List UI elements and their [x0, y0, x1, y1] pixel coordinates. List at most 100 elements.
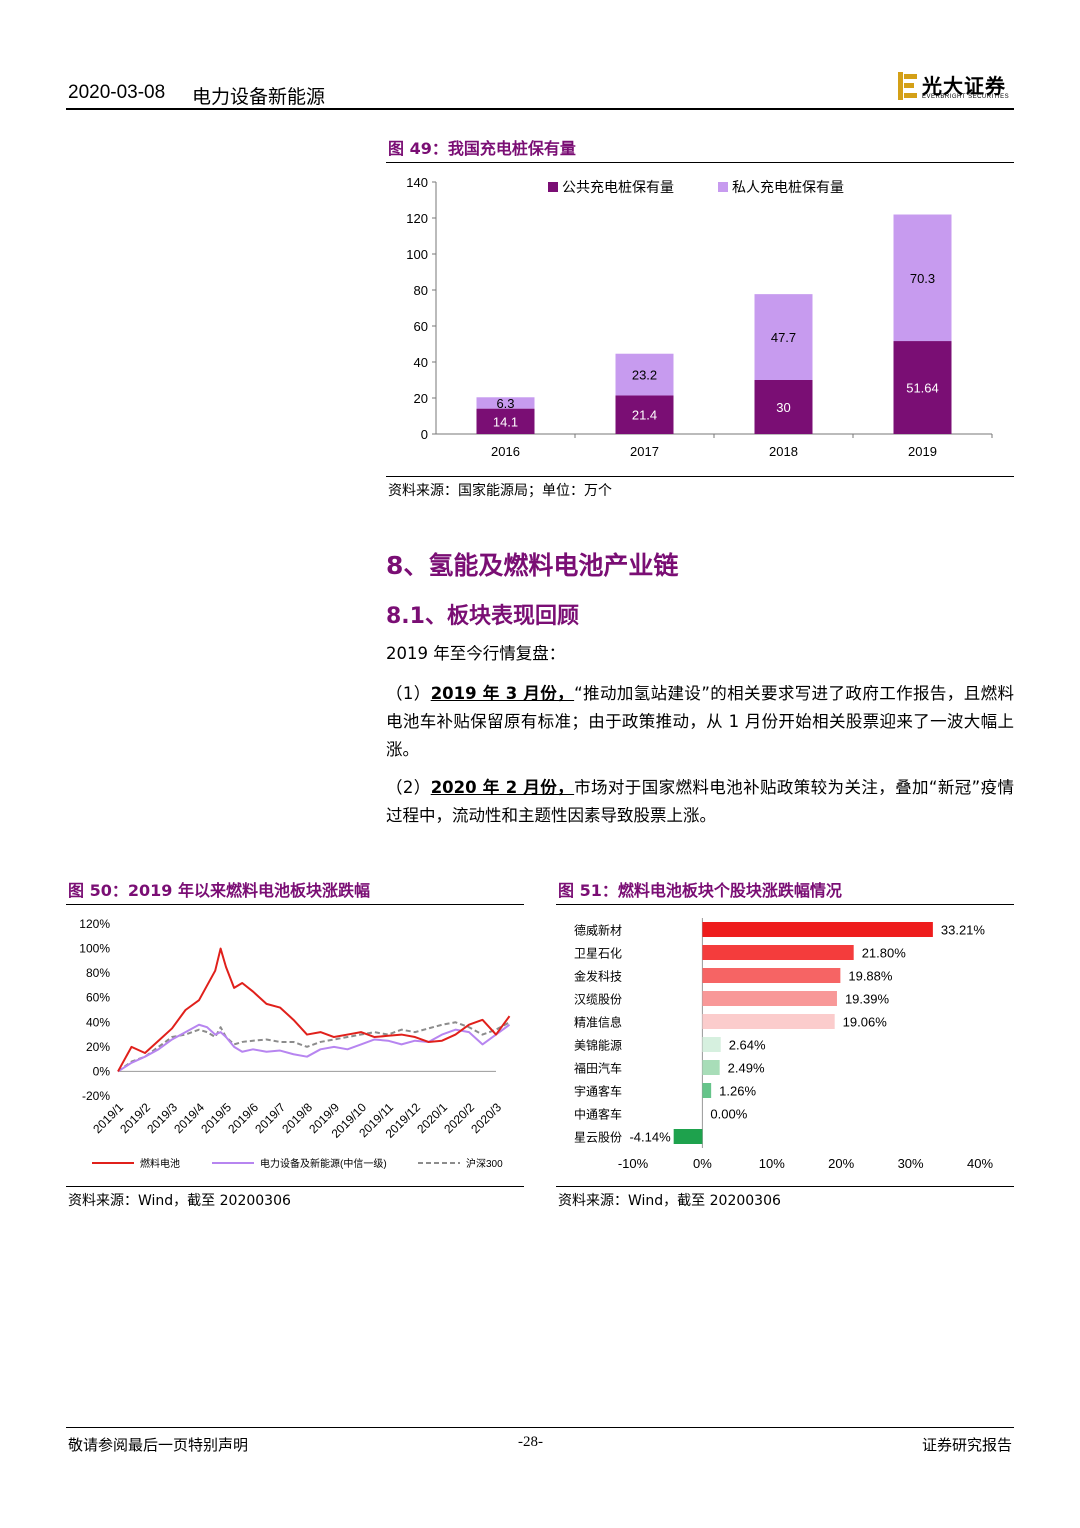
fig50-title: 图 50：2019 年以来燃料电池板块涨跌幅 [68, 881, 370, 900]
fig50-legend-label: 沪深300 [466, 1157, 503, 1170]
fig49-data-label: 14.1 [493, 414, 518, 429]
fig49-y-tick-label: 120 [406, 211, 428, 226]
fig51-category-label: 德威新材 [574, 923, 622, 938]
fig50-legend-label: 燃料电池 [140, 1157, 180, 1170]
fig50-source: 资料来源：Wind，截至 20200306 [68, 1193, 291, 1209]
fig51-bar [702, 945, 854, 960]
fig50-y-tick-label: 0% [93, 1064, 111, 1078]
fig50-x-tick-label: 2020/3 [468, 1100, 504, 1136]
fig49-y-tick-label: 40 [414, 355, 428, 370]
fig51-category-label: 美锦能源 [574, 1039, 622, 1053]
fig49-legend-swatch [548, 182, 558, 192]
fig51-data-label: 19.06% [843, 1015, 888, 1030]
fig51-chart: 德威新材 33.21% 卫星石化 21.80% 金发科技 19.88% 汉缆股份 19.39%… [574, 918, 993, 1171]
section-heading: 8、氢能及燃料电池产业链 [386, 551, 679, 580]
report-date: 2020-03-08 [68, 82, 166, 103]
fig49-bar [754, 380, 813, 434]
intro-paragraph: 2019 年至今行情复盘： [386, 644, 566, 663]
page-number: -28- [518, 1434, 543, 1450]
fig51-data-label: 1.26% [719, 1084, 756, 1099]
fig49-bottom-rule [386, 476, 1014, 477]
fig51-category-label: 福田汽车 [574, 1061, 622, 1076]
fig51-category-label: 星云股份 [574, 1131, 622, 1145]
fig50-y-tick-label: -20% [82, 1089, 110, 1103]
fig49-legend-label: 公共充电桩保有量 [562, 179, 674, 195]
fig51-category-label: 宇通客车 [574, 1084, 622, 1099]
fig51-bar [702, 1083, 712, 1098]
fig51-x-tick-label: 30% [898, 1156, 924, 1171]
fig51-x-tick-label: -10% [618, 1156, 649, 1171]
footer-disclaimer: 敬请参阅最后一页特别声明 [68, 1438, 249, 1454]
fig51-data-label: 21.80% [862, 946, 907, 961]
fig50-bottom-rule [66, 1186, 524, 1187]
fig49-bar [893, 341, 952, 434]
p1-prefix: （1） [386, 684, 431, 703]
fig50-y-tick-label: 60% [86, 991, 110, 1005]
p1-text: “推动加氢站建设”的相关要求写进了政府工作报告，且燃料电池车补贴保留原有标准；由… [386, 684, 1014, 759]
fig49-x-tick-label: 2019 [908, 444, 937, 459]
fig50-top-rule [66, 904, 524, 905]
fig49-bar [615, 353, 674, 396]
logo-mark-icon [898, 72, 917, 100]
fig51-source: 资料来源：Wind，截至 20200306 [558, 1193, 781, 1209]
fig51-data-label: -4.14% [629, 1130, 671, 1145]
fig51-bar [673, 1129, 703, 1144]
footer-divider [66, 1427, 1014, 1428]
fig50-legend-label: 电力设备及新能源(中信一级) [260, 1157, 387, 1170]
fig49-x-tick-label: 2018 [769, 444, 798, 459]
fig50-y-tick-label: 120% [79, 917, 110, 931]
brand-logo: 光大证券 EVERBRIGHT SECURITIES [898, 70, 1016, 104]
fig50-y-tick-label: 20% [86, 1040, 110, 1054]
fig49-bar [893, 214, 952, 342]
fig49-title: 图 49：我国充电桩保有量 [388, 139, 576, 158]
fig51-category-label: 金发科技 [574, 969, 622, 984]
fig51-data-label: 0.00% [710, 1107, 747, 1122]
fig49-data-label: 51.64 [906, 381, 939, 396]
header-divider [66, 108, 1014, 110]
report-sector: 电力设备新能源 [192, 86, 326, 108]
fig49-data-label: 21.4 [632, 408, 657, 423]
fig50-y-tick-label: 80% [86, 966, 110, 980]
fig51-x-tick-label: 10% [759, 1156, 785, 1171]
p2-prefix: （2） [386, 778, 431, 797]
fig49-y-tick-label: 80 [414, 283, 428, 298]
fig49-legend-label: 私人充电桩保有量 [732, 179, 844, 195]
fig49-y-tick-label: 100 [406, 247, 428, 262]
fig51-x-tick-label: 20% [828, 1156, 854, 1171]
fig51-category-label: 中通客车 [574, 1107, 622, 1122]
fig49-y-tick-label: 0 [421, 427, 428, 442]
fig49-data-label: 70.3 [910, 271, 935, 286]
logo-english: EVERBRIGHT SECURITIES [922, 94, 1010, 100]
fig49-bar [476, 408, 535, 434]
fig50-series-line [117, 947, 511, 1072]
fig49-bar [754, 294, 813, 380]
fig49-source: 资料来源：国家能源局；单位：万个 [388, 483, 612, 499]
paragraph-1: （1）2019 年 3 月份，“推动加氢站建设”的相关要求写进了政府工作报告，且… [386, 680, 1014, 764]
fig50-chart: 120%100%80%60%40%20%0%-20%2019/12019/220… [79, 917, 511, 1170]
p2-text: 市场对于国家燃料电池补贴政策较为关注，叠加“新冠”疫情过程中，流动性和主题性因素… [386, 778, 1014, 825]
fig51-data-label: 2.64% [729, 1038, 766, 1053]
fig49-bar [615, 395, 674, 434]
fig51-x-tick-label: 0% [693, 1156, 712, 1171]
fig49-chart: 0 20 40 60 80 100 120 140 14.1 6.3 2016 21.4 23.2 201… [406, 175, 993, 459]
subsection-heading: 8.1、板块表现回顾 [386, 604, 579, 629]
fig51-category-label: 汉缆股份 [574, 993, 622, 1007]
fig51-title: 图 51：燃料电池板块个股块涨跌幅情况 [558, 881, 842, 900]
p1-bold: 2019 年 3 月份， [430, 684, 575, 703]
fig49-data-label: 6.3 [496, 396, 514, 411]
fig51-category-label: 卫星石化 [574, 947, 622, 961]
fig51-data-label: 33.21% [941, 923, 986, 938]
fig51-bar [702, 991, 837, 1006]
fig51-data-label: 19.88% [848, 969, 893, 984]
fig51-x-tick-label: 40% [967, 1156, 993, 1171]
paragraph-2: （2）2020 年 2 月份，市场对于国家燃料电池补贴政策较为关注，叠加“新冠”… [386, 774, 1014, 830]
fig51-data-label: 19.39% [845, 992, 890, 1007]
fig50-y-tick-label: 100% [79, 942, 110, 956]
footer-report-type: 证券研究报告 [921, 1438, 1012, 1454]
fig51-category-label: 精准信息 [574, 1015, 622, 1030]
fig49-x-tick-label: 2016 [491, 444, 520, 459]
fig51-bar [702, 1037, 721, 1052]
fig51-top-rule [556, 904, 1014, 905]
fig50-y-tick-label: 40% [86, 1015, 110, 1029]
fig51-bar [702, 922, 933, 937]
